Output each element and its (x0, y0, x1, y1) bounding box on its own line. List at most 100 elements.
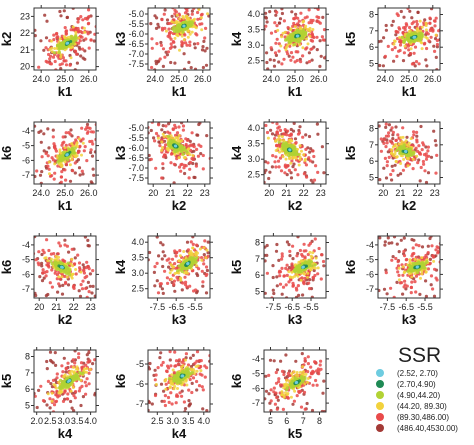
data-point (82, 268, 86, 272)
data-point (205, 134, 209, 138)
data-point (178, 17, 182, 21)
data-point (315, 35, 319, 39)
data-point (157, 123, 161, 127)
data-point (72, 284, 76, 288)
data-point (290, 262, 294, 266)
data-point (60, 165, 64, 168)
data-point (174, 21, 178, 25)
data-point (190, 9, 194, 13)
data-point (304, 133, 308, 137)
data-point (445, 261, 448, 264)
data-point (284, 266, 288, 270)
data-point (291, 284, 295, 288)
data-point (45, 263, 49, 267)
data-point (158, 144, 162, 148)
data-point (290, 10, 294, 14)
data-point (76, 151, 80, 155)
y-axis-label: k6 (0, 260, 14, 274)
data-point (172, 40, 176, 44)
data-point (403, 141, 407, 145)
data-point (200, 28, 204, 32)
data-point (274, 53, 278, 58)
data-point (34, 174, 37, 179)
data-point (396, 264, 401, 268)
y-axis-label: k6 (0, 146, 14, 160)
data-point (46, 292, 50, 297)
data-point (64, 31, 68, 35)
data-point (170, 257, 175, 261)
data-point (176, 0, 179, 3)
data-point (57, 159, 61, 163)
x-axis-label: k2 (58, 312, 72, 327)
data-point (161, 291, 165, 295)
data-point (287, 168, 291, 172)
data-point (155, 42, 159, 46)
data-point (311, 160, 315, 164)
x-tick-label: 20 (378, 188, 388, 198)
data-point (200, 22, 204, 26)
data-point (387, 241, 391, 245)
data-point (293, 137, 298, 141)
x-tick-label: 25.0 (170, 74, 188, 84)
data-point (392, 295, 396, 298)
data-point (190, 131, 194, 135)
data-point (283, 142, 287, 147)
data-point (46, 164, 50, 168)
data-point (420, 245, 425, 249)
data-point (82, 271, 86, 275)
data-point (43, 13, 47, 17)
data-point (308, 150, 312, 154)
data-point (199, 152, 203, 156)
data-point (153, 265, 157, 269)
y-tick-label: -5 (22, 255, 30, 265)
data-point (382, 141, 386, 145)
data-point (170, 14, 174, 18)
data-point (432, 44, 436, 48)
data-point (307, 51, 311, 55)
data-point (156, 136, 160, 140)
data-point (213, 242, 216, 245)
data-point (203, 0, 206, 3)
data-point (275, 275, 279, 279)
data-point (37, 65, 41, 69)
data-point (275, 284, 279, 288)
x-tick-label: 26.0 (194, 74, 212, 84)
data-point (63, 274, 67, 278)
data-point (60, 275, 64, 279)
data-point (70, 142, 74, 146)
data-point (424, 145, 428, 149)
data-point (289, 171, 293, 175)
data-point (43, 256, 47, 260)
x-tick-label: 22 (413, 188, 423, 198)
data-point (55, 36, 59, 40)
data-point (34, 293, 38, 298)
data-point (401, 168, 405, 172)
data-point (433, 49, 437, 54)
data-point (205, 248, 209, 252)
data-point (57, 241, 61, 245)
data-point (322, 28, 326, 32)
data-point (180, 40, 184, 44)
data-point (163, 145, 167, 149)
data-point (426, 171, 431, 175)
data-point (67, 131, 71, 135)
data-point (175, 4, 178, 7)
data-point (394, 125, 398, 129)
data-point (428, 16, 432, 20)
data-point (288, 275, 292, 279)
data-point (302, 153, 306, 157)
data-point (424, 152, 428, 156)
data-point (395, 148, 399, 152)
data-point (92, 39, 96, 43)
data-point (55, 267, 59, 271)
data-point (410, 16, 414, 20)
data-point (154, 59, 158, 63)
data-point (61, 41, 65, 46)
data-point (172, 282, 176, 286)
data-point (264, 160, 268, 164)
data-point (386, 236, 390, 240)
data-point (311, 149, 315, 153)
data-point (390, 178, 394, 182)
data-point (387, 131, 391, 135)
data-point (206, 251, 210, 255)
